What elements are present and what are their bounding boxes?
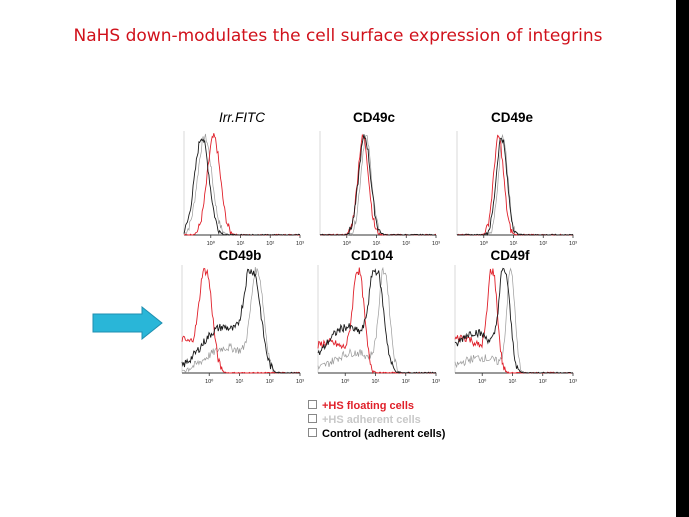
x-tick-label: 10² <box>266 241 274 247</box>
x-tick-label: 10⁰ <box>478 378 487 385</box>
x-tick-label: 10⁰ <box>480 240 489 247</box>
histogram-series-0 <box>320 133 437 236</box>
x-tick-label: 10³ <box>569 379 577 385</box>
histogram-panel: 10⁰ 10¹ 10² 10³ <box>456 131 577 247</box>
histogram-series-0 <box>181 267 301 374</box>
histogram-series-1 <box>456 133 574 236</box>
legend-item-adherent: +HS adherent cells <box>308 413 445 427</box>
histogram-panel: 10⁰ 10¹ 10² 10³ <box>183 131 304 247</box>
x-tick-label: 10³ <box>296 379 304 385</box>
panel-title: CD49c <box>352 110 396 125</box>
x-tick-label: 10⁰ <box>341 378 350 385</box>
panel-title: CD49f <box>490 248 530 263</box>
legend-swatch-icon <box>308 428 317 437</box>
histogram-series-2 <box>454 267 574 374</box>
histogram-series-1 <box>320 135 436 236</box>
legend-item-control: Control (adherent cells) <box>308 427 445 441</box>
x-tick-label: 10³ <box>569 241 577 247</box>
x-tick-label: 10¹ <box>509 379 517 385</box>
highlight-arrow-icon <box>92 306 163 340</box>
x-tick-label: 10² <box>539 379 547 385</box>
x-tick-label: 10² <box>539 241 547 247</box>
x-tick-label: 10⁰ <box>207 240 216 247</box>
x-tick-label: 10¹ <box>236 379 244 385</box>
histogram-panel: 10⁰ 10¹ 10² 10³ <box>317 265 440 385</box>
histogram-series-1 <box>181 266 301 374</box>
x-tick-label: 10³ <box>432 379 440 385</box>
legend-swatch-icon <box>308 414 317 423</box>
histogram-series-2 <box>456 137 574 236</box>
histogram-series-2 <box>181 268 301 374</box>
legend-label: +HS floating cells <box>322 400 414 412</box>
legend: +HS floating cells +HS adherent cells Co… <box>308 399 445 441</box>
x-tick-label: 10² <box>402 379 410 385</box>
slide-title: NaHS down-modulates the cell surface exp… <box>73 26 603 46</box>
x-tick-label: 10¹ <box>510 241 518 247</box>
x-tick-label: 10⁰ <box>343 240 352 247</box>
histogram-series-1 <box>317 266 437 374</box>
panel-title: CD104 <box>350 248 394 263</box>
legend-item-floating: +HS floating cells <box>308 399 445 413</box>
x-tick-label: 10⁰ <box>205 378 214 385</box>
histogram-panel: 10⁰ 10¹ 10² 10³ <box>181 265 304 385</box>
histogram-panel: 10⁰ 10¹ 10² 10³ <box>319 131 440 247</box>
histogram-series-2 <box>183 138 301 236</box>
panel-title: Irr.FITC <box>219 110 265 125</box>
histogram-series-0 <box>454 268 574 374</box>
x-tick-label: 10² <box>402 241 410 247</box>
histogram-series-0 <box>457 134 574 236</box>
panel-title: CD49b <box>218 248 262 263</box>
histogram-panel: 10⁰ 10¹ 10² 10³ <box>454 265 577 385</box>
legend-label: +HS adherent cells <box>322 414 421 426</box>
legend-swatch-icon <box>308 400 317 409</box>
x-tick-label: 10¹ <box>237 241 245 247</box>
x-tick-label: 10² <box>266 379 274 385</box>
x-tick-label: 10¹ <box>372 379 380 385</box>
histogram-series-2 <box>319 134 436 236</box>
histogram-series-2 <box>317 268 437 374</box>
window-edge-bar <box>676 0 689 517</box>
x-tick-label: 10¹ <box>373 241 381 247</box>
panel-title: CD49e <box>490 110 534 125</box>
x-tick-label: 10³ <box>296 241 304 247</box>
x-tick-label: 10³ <box>432 241 440 247</box>
legend-label: Control (adherent cells) <box>322 428 446 440</box>
